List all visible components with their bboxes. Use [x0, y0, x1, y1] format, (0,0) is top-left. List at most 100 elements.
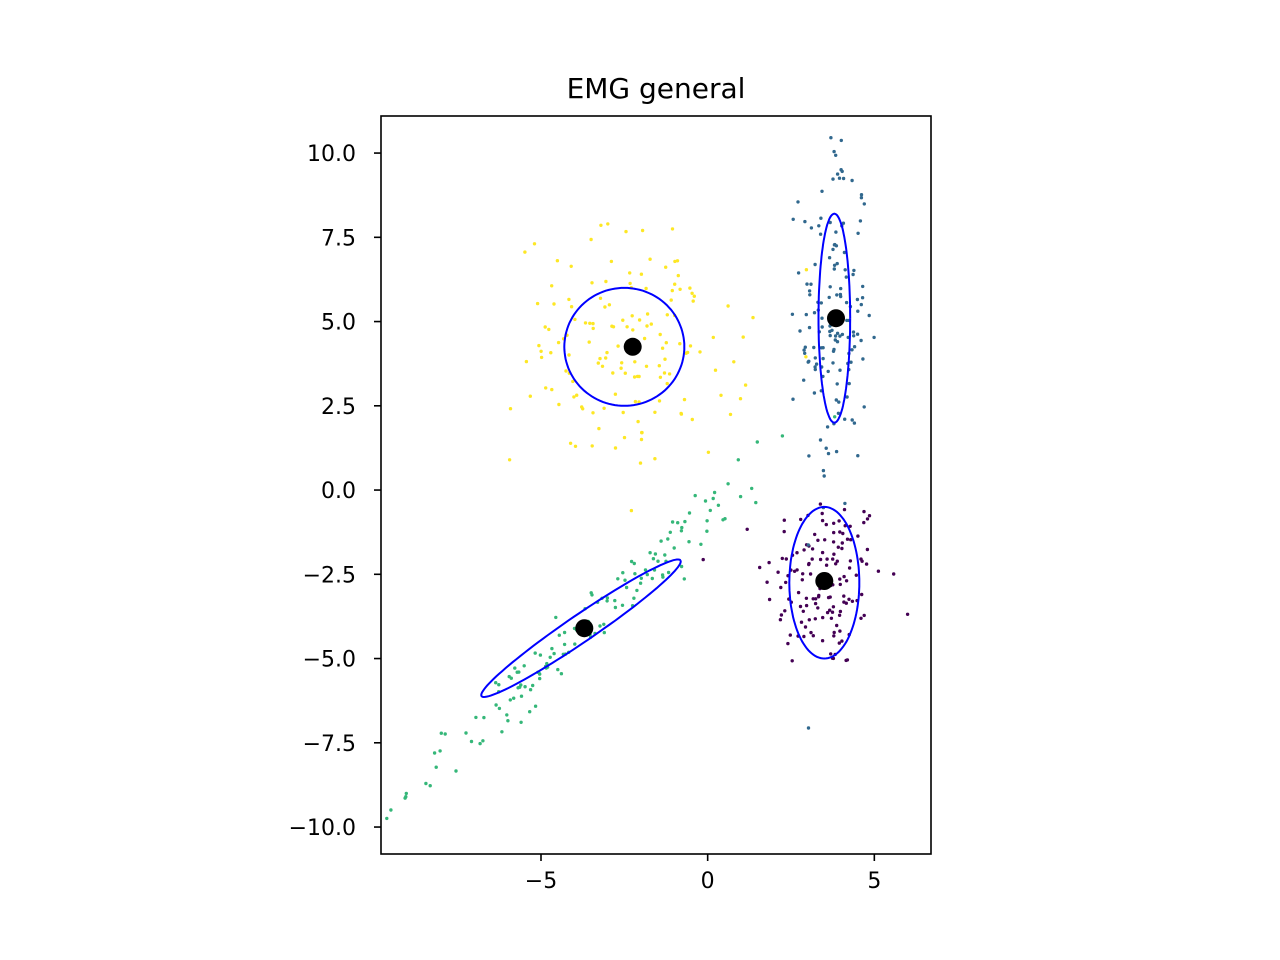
y-tick-label: 5.0 [321, 311, 356, 336]
data-point-cluster-1 [803, 345, 807, 349]
data-point-cluster-3 [539, 355, 544, 360]
data-point-cluster-0 [779, 613, 784, 617]
data-point-cluster-1 [832, 243, 837, 247]
data-point-cluster-3 [644, 364, 649, 368]
data-point-cluster-3 [678, 287, 682, 291]
data-point-cluster-0 [838, 530, 842, 534]
data-point-cluster-2 [613, 605, 618, 610]
data-point-cluster-0 [808, 572, 813, 576]
data-point-cluster-3 [523, 250, 527, 254]
data-point-cluster-3 [653, 410, 657, 414]
chart-title: EMG general [567, 72, 746, 105]
data-point-cluster-2 [602, 630, 606, 635]
data-point-cluster-2 [538, 676, 542, 681]
y-tick-label: −7.5 [303, 732, 356, 757]
data-point-cluster-0 [813, 532, 817, 537]
data-point-cluster-3 [637, 374, 641, 379]
data-point-cluster-3 [621, 318, 625, 322]
data-point-cluster-0 [840, 546, 844, 551]
data-point-cluster-2 [513, 666, 517, 670]
data-point-cluster-2 [705, 519, 709, 523]
data-point-cluster-0 [745, 527, 749, 531]
data-point-cluster-2 [738, 494, 743, 499]
data-point-cluster-1 [828, 285, 832, 289]
data-point-cluster-2 [712, 490, 717, 495]
data-point-cluster-1 [813, 367, 817, 372]
data-point-cluster-2 [629, 559, 634, 564]
data-point-cluster-2 [494, 703, 498, 707]
data-point-cluster-3 [543, 325, 547, 329]
data-point-cluster-0 [854, 573, 858, 577]
data-point-cluster-2 [515, 670, 519, 674]
data-point-cluster-3 [688, 344, 693, 348]
data-point-cluster-1 [818, 232, 823, 236]
data-point-cluster-3 [572, 395, 576, 399]
data-point-cluster-3 [658, 332, 662, 337]
data-point-cluster-0 [862, 520, 866, 525]
data-point-cluster-2 [497, 706, 502, 711]
data-point-cluster-3 [621, 410, 625, 415]
data-point-cluster-0 [804, 603, 809, 608]
data-point-cluster-1 [851, 330, 856, 334]
data-point-cluster-0 [765, 580, 769, 584]
data-point-cluster-3 [653, 457, 657, 461]
data-point-cluster-0 [831, 557, 835, 561]
data-point-cluster-2 [443, 732, 447, 736]
data-point-cluster-3 [711, 335, 715, 340]
x-tick-label: −5 [525, 869, 557, 894]
data-point-cluster-0 [829, 616, 834, 620]
data-point-cluster-2 [494, 681, 498, 685]
data-point-cluster-0 [817, 593, 821, 598]
data-point-cluster-2 [726, 482, 730, 486]
data-point-cluster-0 [795, 551, 799, 555]
cluster-centers [575, 309, 845, 638]
data-point-cluster-3 [598, 296, 603, 300]
data-point-cluster-3 [743, 383, 748, 387]
data-point-cluster-3 [555, 259, 560, 263]
data-point-cluster-1 [835, 293, 839, 297]
data-point-cluster-1 [791, 397, 795, 401]
data-point-cluster-3 [662, 371, 667, 375]
data-point-cluster-1 [850, 348, 854, 352]
data-point-cluster-3 [524, 359, 529, 364]
data-point-cluster-3 [537, 343, 541, 348]
data-point-cluster-3 [583, 321, 588, 325]
data-point-cluster-0 [804, 596, 809, 600]
data-point-cluster-1 [847, 381, 851, 386]
data-point-cluster-1 [835, 331, 840, 335]
data-point-cluster-1 [856, 309, 860, 313]
data-point-cluster-1 [861, 357, 865, 361]
data-point-cluster-0 [837, 613, 842, 617]
data-point-cluster-3 [629, 508, 634, 513]
data-point-cluster-0 [782, 529, 786, 534]
data-point-cluster-0 [825, 610, 830, 615]
data-point-cluster-0 [831, 605, 836, 609]
cluster-center-1 [827, 309, 845, 328]
data-point-cluster-2 [523, 685, 527, 689]
data-point-cluster-3 [588, 321, 592, 325]
data-point-cluster-3 [556, 340, 561, 345]
data-point-cluster-3 [657, 364, 661, 368]
data-point-cluster-3 [679, 411, 683, 416]
x-tick-label: 5 [867, 869, 881, 894]
data-point-cluster-0 [856, 534, 860, 538]
data-point-cluster-0 [824, 522, 828, 527]
data-point-cluster-1 [826, 451, 831, 456]
data-point-cluster-2 [385, 816, 389, 821]
data-point-cluster-3 [751, 315, 755, 320]
data-point-cluster-3 [587, 340, 591, 344]
data-point-cluster-2 [516, 686, 520, 690]
data-point-cluster-2 [616, 577, 620, 581]
data-point-cluster-0 [837, 519, 841, 523]
data-point-cluster-3 [604, 356, 608, 360]
data-point-cluster-2 [605, 596, 610, 600]
data-point-cluster-1 [872, 335, 876, 340]
data-point-cluster-3 [606, 222, 610, 226]
data-point-cluster-0 [832, 630, 836, 635]
data-point-cluster-0 [876, 569, 881, 573]
data-point-cluster-3 [539, 349, 543, 353]
data-point-cluster-1 [829, 136, 833, 140]
data-point-cluster-0 [779, 585, 783, 590]
data-point-cluster-2 [598, 624, 602, 628]
